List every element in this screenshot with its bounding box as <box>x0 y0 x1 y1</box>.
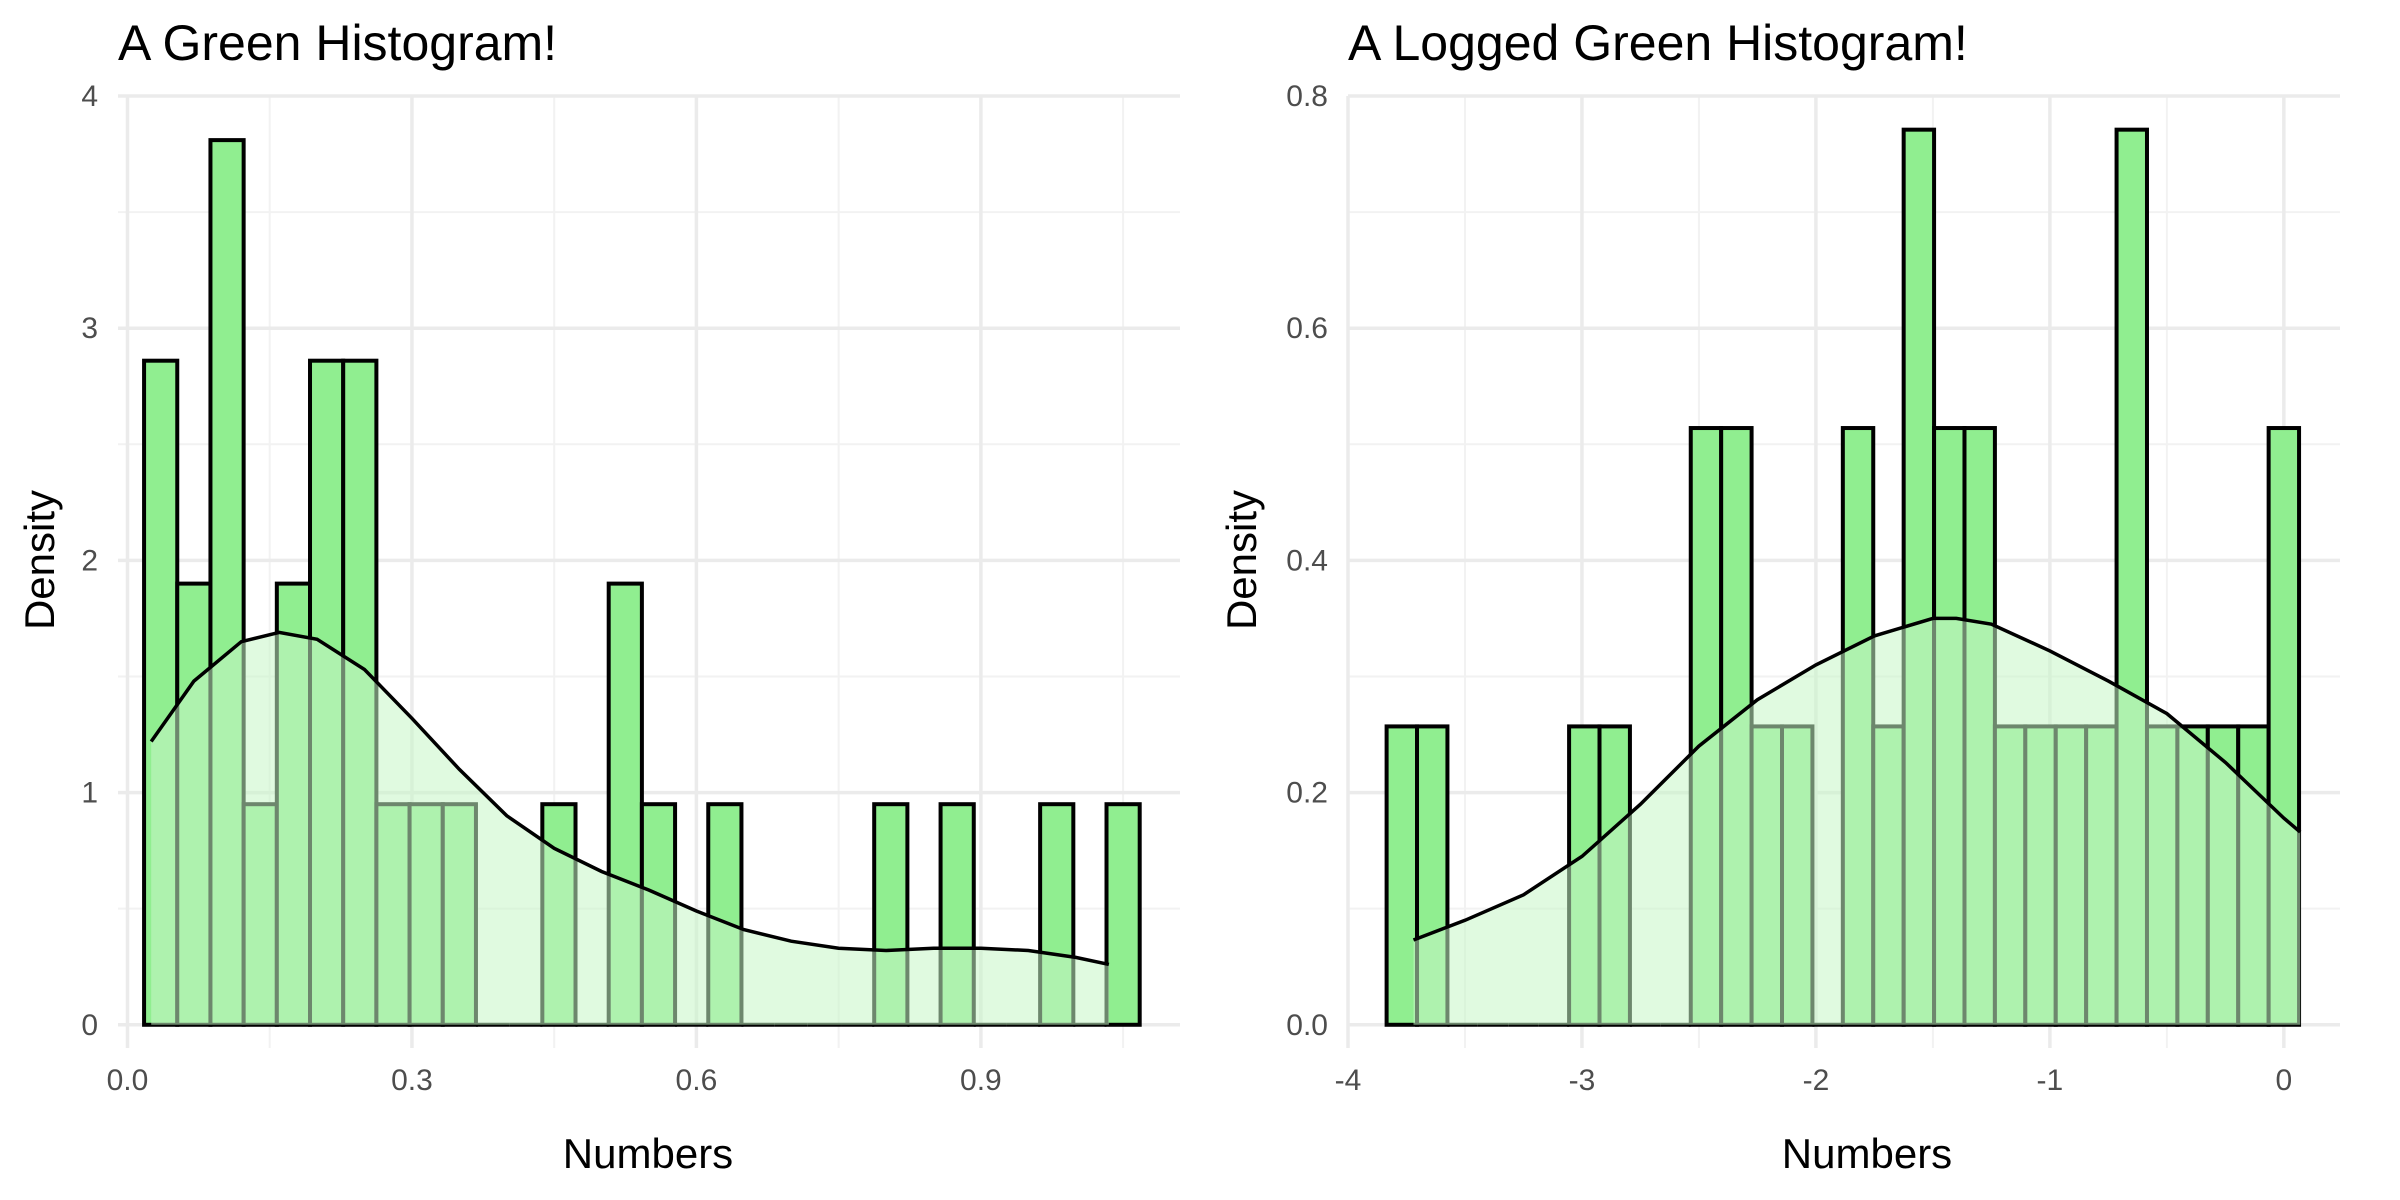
density <box>1412 616 2302 1025</box>
chart-title: A Green Histogram! <box>118 15 557 71</box>
x-tick-label: 0 <box>2276 1064 2293 1097</box>
density-curve <box>1412 616 2302 942</box>
x-tick-label: -4 <box>1335 1064 1362 1097</box>
y-tick-label: 0 <box>81 1009 98 1042</box>
y-tick-label: 2 <box>81 544 98 577</box>
x-axis-label: Numbers <box>563 1130 733 1177</box>
density <box>149 630 1110 1025</box>
histogram-bar <box>1104 802 1142 1027</box>
panel-green-histogram: 0.0 0.3 0.6 0.9 0 1 2 3 4 A Green Histogram! Num… <box>16 15 1180 1177</box>
y-axis-label: Density <box>1218 490 1265 630</box>
x-tick-label: -2 <box>1803 1064 1830 1097</box>
y-tick-label: 0.8 <box>1286 80 1328 113</box>
y-axis-label: Density <box>16 490 63 630</box>
y-tick-label: 0.2 <box>1286 777 1328 810</box>
y-tick-label: 3 <box>81 312 98 345</box>
histogram-bar <box>1384 724 1420 1027</box>
x-axis-label: Numbers <box>1782 1130 1952 1177</box>
y-tick-label: 4 <box>81 80 98 113</box>
x-tick-label: -1 <box>2037 1064 2064 1097</box>
density-curve <box>149 630 1110 967</box>
y-tick-label: 0.4 <box>1286 544 1328 577</box>
chart-title: A Logged Green Histogram! <box>1348 15 1968 71</box>
y-tick-label: 0.6 <box>1286 312 1328 345</box>
density-area <box>151 632 1109 1025</box>
x-tick-label: 0.3 <box>391 1064 433 1097</box>
density-area <box>1413 618 2301 1025</box>
panel-logged-green-histogram: -4 -3 -2 -1 0 0.0 0.2 0.4 0.6 0.8 A Logged Green … <box>1218 15 2340 1177</box>
x-tick-label: 0.6 <box>676 1064 718 1097</box>
y-tick-label: 1 <box>81 777 98 810</box>
x-tick-label: -3 <box>1569 1064 1596 1097</box>
ticks: -4 -3 -2 -1 0 0.0 0.2 0.4 0.6 0.8 <box>1286 80 2292 1097</box>
y-tick-label: 0.0 <box>1286 1009 1328 1042</box>
x-tick-label: 0.9 <box>960 1064 1002 1097</box>
x-tick-label: 0.0 <box>107 1064 149 1097</box>
ticks: 0.0 0.3 0.6 0.9 0 1 2 3 4 <box>81 80 1001 1097</box>
